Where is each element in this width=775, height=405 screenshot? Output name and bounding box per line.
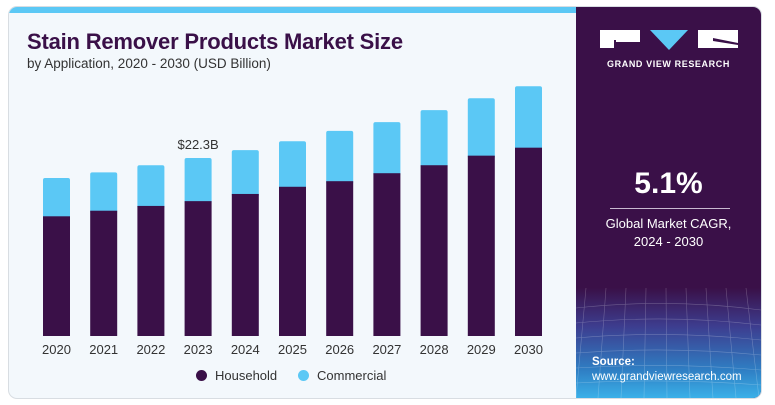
- legend-commercial-label: Commercial: [317, 368, 387, 383]
- legend-item-household: Household: [196, 368, 277, 383]
- bar-household-2021: [90, 210, 118, 336]
- bar-commercial-2020: [43, 177, 70, 220]
- bar-household-2027: [373, 173, 401, 336]
- legend-household-label: Household: [215, 368, 278, 383]
- bar-commercial-2026: [326, 130, 354, 185]
- cagr-label-line1: Global Market CAGR,: [605, 216, 732, 231]
- infographic-card: Stain Remover Products Market Size by Ap…: [9, 7, 761, 398]
- bar-commercial-2021: [90, 172, 118, 214]
- mesh-pattern: [576, 288, 761, 398]
- side-panel: GRAND VIEW RESEARCH 5.1% Global Market C…: [576, 7, 761, 398]
- bar-household-2020: [43, 216, 70, 336]
- x-tick-label: 2023: [184, 342, 213, 357]
- cagr-label: Global Market CAGR, 2024 - 2030: [576, 215, 761, 251]
- x-tick-label: 2030: [514, 342, 543, 357]
- bar-commercial-2024: [231, 150, 259, 197]
- bar-household-2028: [420, 165, 448, 336]
- source-label: Source:: [592, 356, 635, 368]
- legend-item-commercial: Commercial: [298, 368, 386, 383]
- chart-title: Stain Remover Products Market Size: [27, 29, 403, 54]
- data-label-2023: $22.3B: [177, 137, 218, 152]
- bar-commercial-2029: [467, 98, 495, 159]
- x-tick-label: 2029: [467, 342, 496, 357]
- cagr-label-line2: 2024 - 2030: [633, 234, 704, 249]
- x-tick-label: 2025: [278, 342, 307, 357]
- bar-commercial-2025: [279, 141, 306, 190]
- x-tick-label: 2024: [231, 342, 260, 357]
- bar-commercial-2028: [420, 110, 448, 169]
- accent-bar: [9, 7, 576, 13]
- source-url[interactable]: www.grandviewresearch.com: [592, 371, 742, 383]
- bar-chart: 2020 2021 2022 2023 2024 2025 2026 2027 2028 2029…: [42, 86, 543, 357]
- source: Source: www.grandviewresearch.com: [592, 355, 742, 385]
- bar-household-2030: [515, 147, 542, 336]
- x-tick-label: 2020: [42, 342, 71, 357]
- x-tick-label: 2021: [89, 342, 118, 357]
- bar-commercial-2030: [515, 86, 542, 151]
- cagr-value: 5.1%: [634, 167, 703, 200]
- bar-household-2022: [137, 205, 165, 336]
- brand-name: GRAND VIEW RESEARCH: [607, 59, 730, 69]
- x-tick-label: 2027: [372, 342, 401, 357]
- chart-subtitle: by Application, 2020 - 2030 (USD Billion…: [27, 56, 271, 71]
- bar-commercial-2023: [184, 158, 212, 205]
- x-tick-label: 2026: [325, 342, 354, 357]
- source-background: [576, 288, 761, 398]
- x-tick-label: 2022: [136, 342, 165, 357]
- bar-commercial-2022: [137, 165, 165, 209]
- bar-household-2023: [184, 201, 212, 336]
- bar-household-2025: [279, 186, 306, 336]
- gvr-logo-icon: [600, 30, 738, 50]
- bar-commercial-2027: [373, 122, 401, 177]
- legend-commercial-swatch: [298, 370, 309, 381]
- bar-household-2024: [231, 193, 259, 336]
- bar-household-2026: [326, 181, 354, 336]
- x-tick-label: 2028: [420, 342, 449, 357]
- divider: [610, 208, 730, 209]
- bar-household-2029: [467, 155, 495, 336]
- legend-household-swatch: [196, 370, 207, 381]
